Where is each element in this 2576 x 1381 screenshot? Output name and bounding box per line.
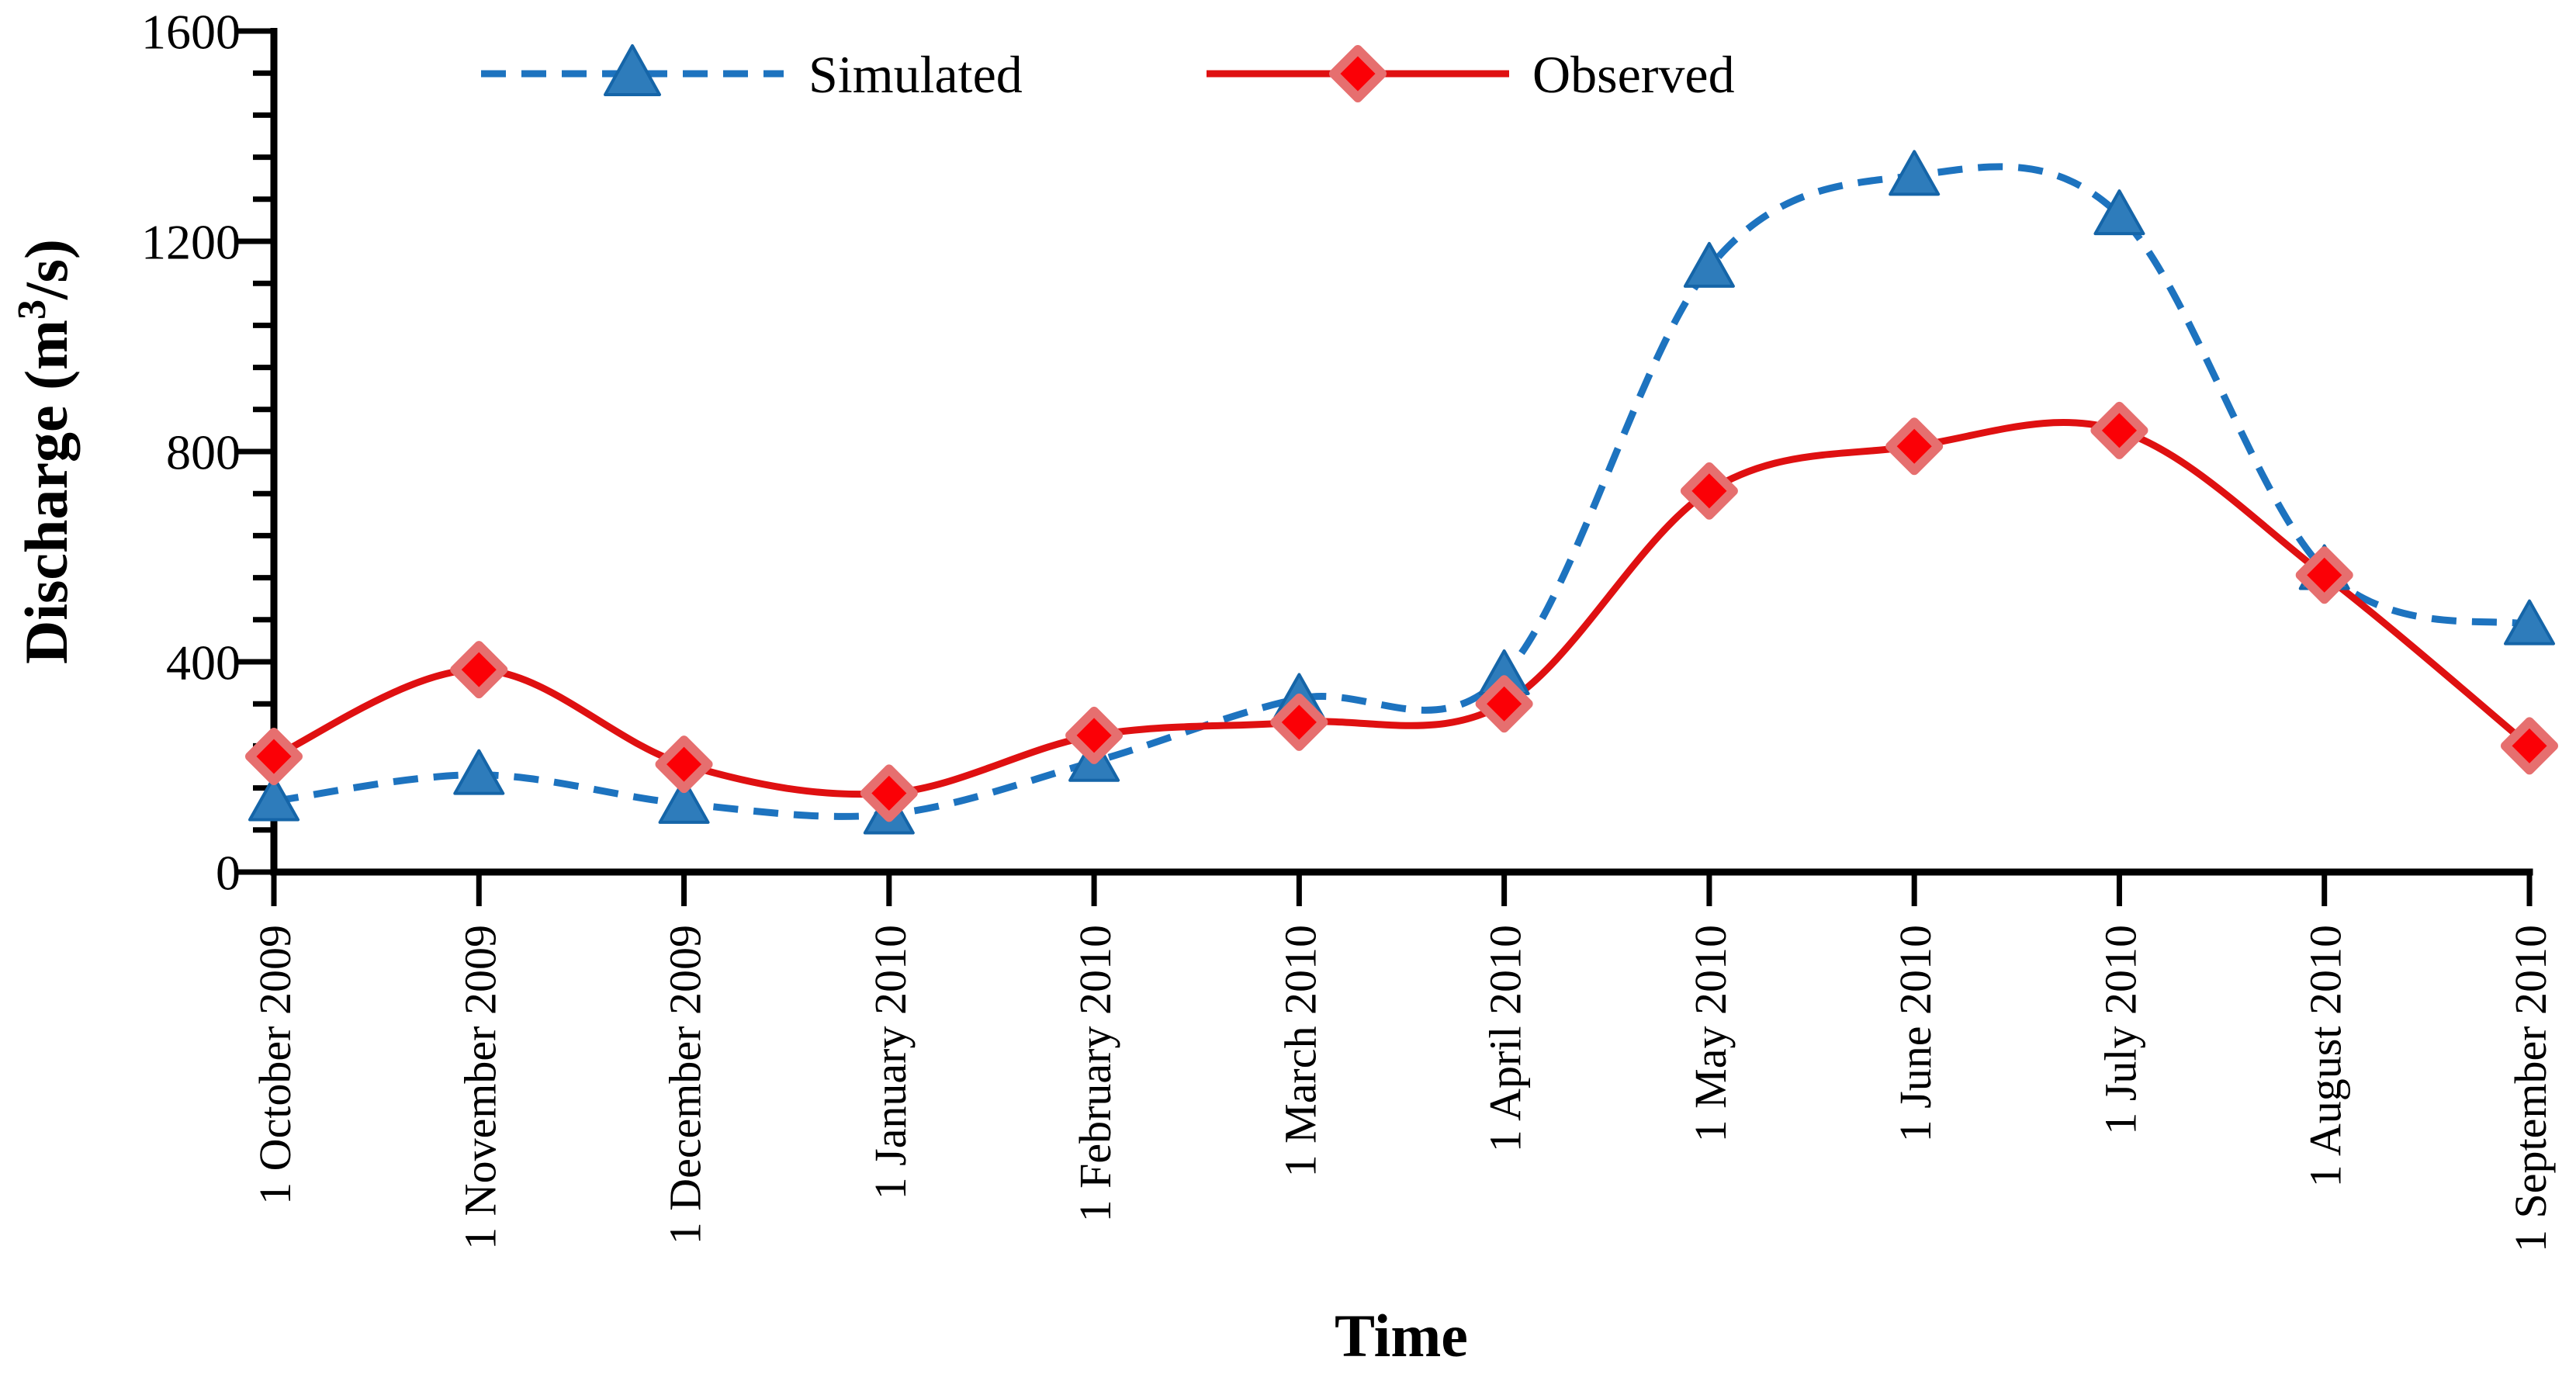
observed-marker <box>1270 693 1328 751</box>
x-tick-label: 1 October 2009 <box>250 925 300 1205</box>
simulated-marker <box>2093 189 2145 236</box>
observed-marker <box>1065 706 1124 764</box>
observed-marker <box>2090 401 2148 459</box>
x-tick-label: 1 November 2009 <box>455 925 505 1250</box>
observed-marker <box>1680 462 1738 520</box>
y-axis-title: Discharge (m3/s) <box>10 239 80 664</box>
x-tick-label: 1 August 2010 <box>2301 925 2351 1187</box>
y-tick-label: 0 <box>216 845 241 900</box>
observed-marker <box>245 727 303 785</box>
series-observed-line <box>272 419 2532 798</box>
y-tick-label: 800 <box>166 424 241 479</box>
legend-marker <box>604 44 661 96</box>
legend-label-observed: Observed <box>1532 45 1735 104</box>
plot-area: 0 400 800 1200 1600 1 October 2009 1 November … <box>141 4 2558 1252</box>
observed-marker <box>1475 675 1533 733</box>
observed-marker <box>450 641 508 699</box>
x-tick-label: 1 June 2010 <box>1890 925 1941 1142</box>
x-tick-label: 1 March 2010 <box>1275 925 1325 1177</box>
observed-marker <box>2501 717 2558 775</box>
legend-simulated-swatch <box>481 44 784 96</box>
simulated-marker <box>2504 599 2555 646</box>
legend-label-simulated: Simulated <box>808 45 1023 104</box>
x-tick-label: 1 December 2009 <box>660 925 711 1244</box>
simulated-marker <box>1683 241 1735 288</box>
observed-marker <box>2295 546 2353 604</box>
y-tick-label: 400 <box>166 635 241 690</box>
x-tick-label: 1 February 2010 <box>1070 925 1120 1222</box>
x-tick-label: 1 July 2010 <box>2095 925 2145 1135</box>
observed-marker <box>1885 417 1944 476</box>
x-tick-label: 1 May 2010 <box>1685 925 1736 1142</box>
simulated-marker <box>453 749 505 795</box>
simulated-marker <box>248 775 299 822</box>
x-tick-label: 1 April 2010 <box>1480 925 1531 1152</box>
observed-marker <box>655 735 713 794</box>
legend: Simulated Observed <box>481 44 1735 104</box>
y-tick-label: 1200 <box>141 214 241 269</box>
legend-observed-swatch <box>1207 45 1509 102</box>
y-tick-label: 1600 <box>141 4 241 59</box>
simulated-marker <box>1889 150 1941 196</box>
x-axis-title: Time <box>1335 1302 1468 1369</box>
legend-marker <box>1329 45 1387 102</box>
x-tick-label: 1 September 2010 <box>2505 925 2556 1252</box>
x-tick-label: 1 January 2010 <box>865 925 916 1199</box>
simulated-marker <box>658 777 710 824</box>
series-simulated-line <box>273 163 2531 820</box>
observed-marker <box>860 764 918 822</box>
